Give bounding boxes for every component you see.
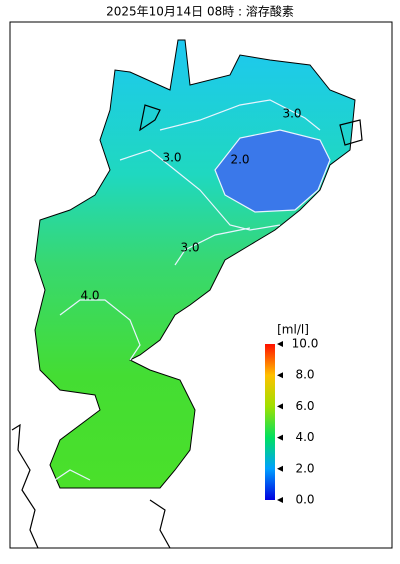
colorbar: [265, 344, 275, 500]
colorbar-tick-label: 10.0: [292, 337, 319, 351]
colorbar-tick-label: 8.0: [295, 368, 314, 382]
colorbar-tick-label: 6.0: [295, 399, 314, 413]
colorbar-tick-label: 2.0: [295, 461, 314, 475]
colorbar-tick: [277, 434, 283, 441]
coastline: [11, 104, 363, 549]
colorbar-tick-label: 0.0: [295, 493, 314, 507]
colorbar-unit: [ml/l]: [277, 323, 309, 337]
contour-label: 3.0: [162, 151, 181, 165]
colorbar-tick: [277, 465, 283, 472]
contour-lines: [54, 99, 331, 481]
contour-label: 3.0: [282, 107, 301, 121]
colorbar-tick: [277, 403, 283, 410]
colorbar-tick: [277, 372, 283, 379]
colorbar-tick: [277, 497, 283, 503]
low-oxygen-area: [215, 130, 330, 212]
colorbar-tick-label: 4.0: [295, 430, 314, 444]
contour-label: 4.0: [80, 289, 99, 303]
contour-label: 3.0: [180, 241, 199, 255]
contour-label: 2.0: [230, 153, 249, 167]
colorbar-tick: [277, 341, 283, 347]
title: 2025年10月14日 08時 : 溶存酸素: [106, 4, 294, 19]
